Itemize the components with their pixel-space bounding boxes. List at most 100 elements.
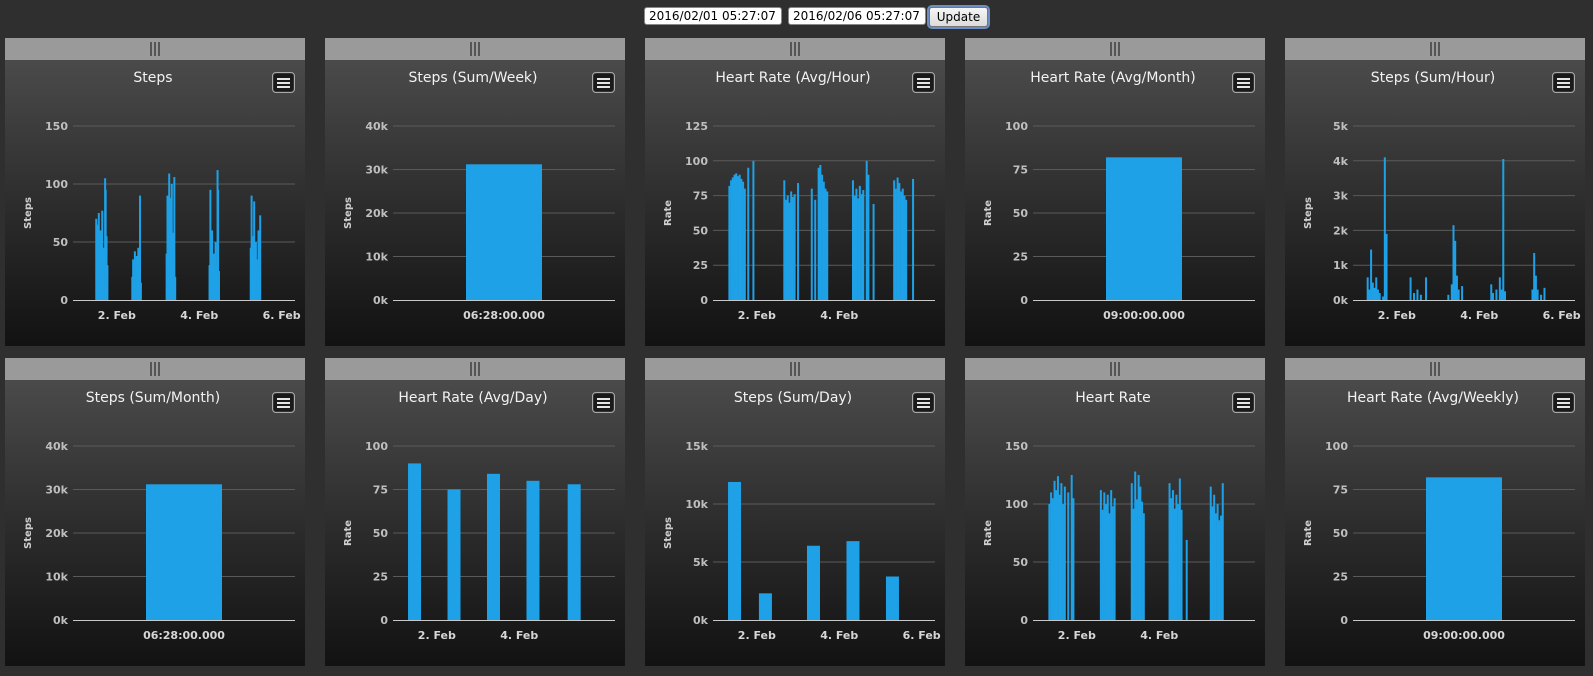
chart-title: Heart Rate (Avg/Hour) [715, 70, 870, 86]
y-tick-label: 25 [1013, 251, 1028, 264]
y-tick-label: 0 [1020, 614, 1028, 627]
panel-drag-handle[interactable] [1285, 358, 1585, 380]
bar [1175, 494, 1178, 620]
y-axis-label: Steps [343, 197, 354, 229]
bar [139, 195, 142, 300]
hamburger-menu-icon[interactable] [592, 72, 615, 93]
bar [857, 198, 860, 300]
bar [1540, 294, 1543, 300]
bar [736, 176, 739, 300]
y-tick-label: 0k [53, 614, 69, 627]
bar [817, 167, 820, 300]
y-tick-label: 0 [60, 294, 68, 307]
hamburger-menu-icon[interactable] [272, 392, 295, 413]
bar [735, 173, 738, 300]
end-date-input[interactable] [788, 7, 926, 25]
bar [1491, 293, 1494, 300]
bar [1177, 504, 1180, 620]
bar [743, 188, 746, 300]
y-tick-label: 2k [1333, 224, 1349, 237]
panel-drag-handle[interactable] [5, 38, 305, 60]
bar [1536, 289, 1539, 300]
bar [819, 164, 822, 300]
bar [893, 180, 896, 300]
y-tick-label: 50 [1013, 556, 1029, 569]
grip-icon [470, 362, 481, 376]
y-tick-label: 30k [365, 164, 388, 177]
bar [733, 174, 736, 300]
bar [1383, 157, 1386, 300]
x-tick-label: 06:28:00.000 [143, 629, 225, 642]
x-tick-label: 09:00:00.000 [1423, 629, 1505, 642]
y-axis-label: Rate [983, 520, 994, 546]
bar [1425, 277, 1428, 300]
chart-title: Heart Rate (Avg/Day) [398, 390, 547, 406]
chart-steps-sum-week: Steps (Sum/Week) Steps 0k 10k 20k 30k 40k 06:28… [343, 70, 615, 322]
bar [1135, 499, 1138, 620]
bar [1366, 277, 1369, 300]
hamburger-menu-icon[interactable] [912, 72, 935, 93]
x-tick-label: 2. Feb [738, 309, 776, 322]
hamburger-menu-icon[interactable] [1232, 72, 1255, 93]
grip-icon [150, 42, 161, 56]
bar [1409, 277, 1412, 300]
y-tick-label: 50 [373, 527, 389, 540]
bar [1495, 289, 1498, 300]
hamburger-menu-icon[interactable] [1552, 72, 1575, 93]
panel-drag-handle[interactable] [645, 38, 945, 60]
y-tick-label: 0 [1340, 614, 1348, 627]
bar [851, 180, 854, 300]
x-tick-label: 6. Feb [263, 309, 301, 322]
panel-drag-handle[interactable] [325, 358, 625, 380]
panel-drag-handle[interactable] [645, 358, 945, 380]
bar [1543, 287, 1546, 300]
y-tick-label: 25 [373, 571, 388, 584]
bar [865, 160, 868, 300]
bar [209, 189, 212, 300]
y-axis-label: Rate [343, 520, 354, 546]
bar [1378, 293, 1381, 300]
y-tick-label: 50 [693, 224, 709, 237]
start-date-input[interactable] [644, 7, 782, 25]
y-tick-label: 100 [1325, 440, 1348, 453]
y-tick-label: 0 [1020, 294, 1028, 307]
chart-panel-heart-rate-avg-month: Heart Rate (Avg/Month) Rate 0 25 50 75 100 09:0… [965, 38, 1265, 346]
date-range-toolbar: Update [0, 7, 1593, 29]
bar [1103, 492, 1106, 620]
update-button[interactable]: Update [929, 7, 988, 27]
chart-panel-steps-sum-day: Steps (Sum/Day) Steps 0k 5k 10k 15k 2. Feb 4. F… [645, 358, 945, 666]
hamburger-menu-icon[interactable] [272, 72, 295, 93]
hamburger-menu-icon[interactable] [912, 392, 935, 413]
hamburger-menu-icon[interactable] [1232, 392, 1255, 413]
y-tick-label: 25 [1333, 571, 1348, 584]
bar [1056, 476, 1059, 620]
panel-drag-handle[interactable] [965, 38, 1265, 60]
x-tick-label: 4. Feb [820, 309, 858, 322]
bar [797, 183, 800, 300]
hamburger-menu-icon[interactable] [1552, 392, 1575, 413]
bar [738, 174, 741, 300]
y-tick-label: 4k [1333, 155, 1349, 168]
panel-drag-handle[interactable] [1285, 38, 1585, 60]
x-tick-label: 4. Feb [1140, 629, 1178, 642]
bar [1130, 483, 1133, 620]
panel-drag-handle[interactable] [325, 38, 625, 60]
panel-drag-handle[interactable] [5, 358, 305, 380]
bar [855, 188, 858, 300]
bar [1173, 508, 1176, 620]
bar [1067, 492, 1070, 620]
bar [742, 181, 745, 300]
bar [1454, 240, 1457, 300]
bar [97, 213, 100, 300]
bar [898, 183, 901, 300]
hamburger-menu-icon[interactable] [592, 392, 615, 413]
bar [1053, 480, 1056, 620]
bar [1142, 513, 1145, 620]
x-tick-label: 4. Feb [180, 309, 218, 322]
chart-heart-rate-avg-month: Heart Rate (Avg/Month) Rate 0 25 50 75 100 09:0… [983, 70, 1255, 322]
panel-drag-handle[interactable] [965, 358, 1265, 380]
bar [1134, 471, 1137, 620]
bar [1110, 490, 1113, 620]
bar [1450, 284, 1453, 300]
bar [1368, 289, 1371, 300]
